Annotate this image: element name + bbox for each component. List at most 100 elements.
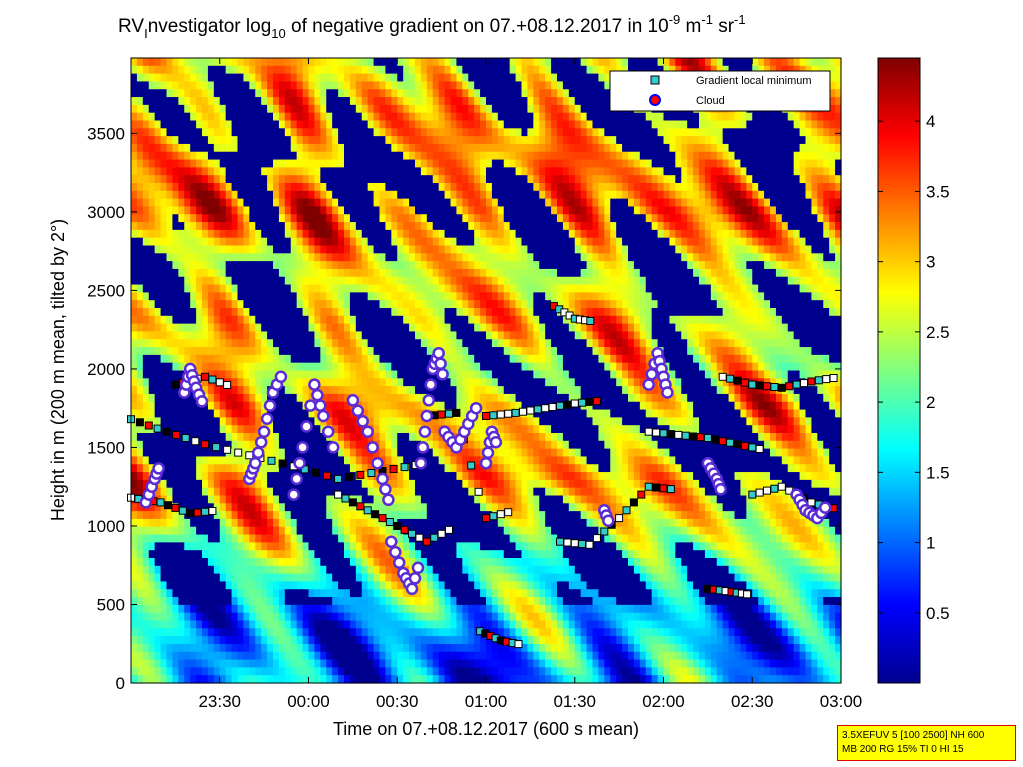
heatmap-cell	[787, 175, 795, 184]
heatmap-cell	[213, 339, 221, 348]
heatmap-cell	[716, 339, 724, 348]
heatmap-cell	[397, 354, 404, 364]
heatmap-cell	[444, 261, 452, 270]
heatmap-cell	[639, 198, 647, 208]
heatmap-cell	[580, 198, 588, 208]
heatmap-cell	[651, 237, 659, 247]
heatmap-cell	[592, 214, 600, 223]
heatmap-cell	[521, 268, 529, 278]
heatmap-cell	[805, 128, 813, 137]
heatmap-cell	[166, 175, 174, 184]
heatmap-cell	[314, 167, 321, 176]
heatmap-cell	[480, 97, 487, 106]
heatmap-cell	[444, 253, 452, 262]
heatmap-cell	[255, 190, 262, 200]
heatmap-cell	[355, 206, 363, 215]
heatmap-cell	[681, 143, 688, 153]
heatmap-cell	[610, 347, 617, 356]
heatmap-cell	[592, 120, 600, 129]
heatmap-cell	[503, 89, 511, 98]
heatmap-cell	[580, 245, 588, 254]
heatmap-cell	[527, 331, 534, 340]
heatmap-cell	[385, 339, 392, 348]
heatmap-cell	[633, 331, 641, 340]
heatmap-cell	[267, 136, 274, 145]
heatmap-cell	[764, 136, 771, 145]
heatmap-cell	[568, 378, 576, 387]
heatmap-cell	[142, 253, 150, 262]
heatmap-cell	[444, 308, 452, 317]
heatmap-cell	[261, 229, 268, 239]
heatmap-cell	[628, 284, 635, 293]
heatmap-cell	[420, 370, 428, 379]
heatmap-cell	[444, 104, 452, 114]
heatmap-cell	[237, 354, 245, 364]
heatmap-cell	[628, 112, 635, 122]
heatmap-cell	[491, 58, 499, 67]
heatmap-cell	[805, 65, 813, 75]
heatmap-cell	[154, 143, 162, 153]
heatmap-cell	[527, 300, 534, 309]
heatmap-cell	[148, 347, 156, 356]
heatmap-cell	[261, 65, 268, 75]
heatmap-cell	[486, 112, 493, 122]
heatmap-cell	[332, 378, 339, 387]
heatmap-cell	[296, 136, 304, 145]
heatmap-cell	[219, 175, 227, 184]
heatmap-cell	[764, 65, 771, 75]
heatmap-cell	[598, 167, 605, 176]
heatmap-cell	[415, 89, 422, 98]
heatmap-cell	[296, 276, 304, 286]
heatmap-cell	[391, 276, 398, 286]
heatmap-cell	[409, 339, 416, 348]
heatmap-cell	[710, 323, 718, 333]
heatmap-cell	[722, 276, 730, 286]
heatmap-cell	[172, 354, 179, 364]
heatmap-cell	[278, 253, 286, 262]
heatmap-cell	[628, 315, 635, 325]
heatmap-cell	[166, 331, 174, 340]
heatmap-cell	[835, 214, 842, 223]
heatmap-cell	[657, 151, 665, 161]
heatmap-cell	[799, 136, 807, 145]
heatmap-cell	[355, 370, 363, 379]
heatmap-cell	[178, 175, 185, 184]
heatmap-cell	[361, 128, 369, 137]
heatmap-cell	[367, 276, 375, 286]
heatmap-cell	[474, 159, 481, 168]
heatmap-cell	[278, 89, 286, 98]
heatmap-cell	[562, 89, 570, 98]
heatmap-cell	[539, 73, 546, 83]
heatmap-cell	[663, 284, 671, 293]
heatmap-cell	[651, 206, 659, 215]
heatmap-cell	[184, 159, 191, 168]
heatmap-cell	[758, 261, 765, 270]
heatmap-cell	[497, 268, 505, 278]
heatmap-cell	[426, 284, 434, 293]
heatmap-cell	[574, 362, 582, 372]
heatmap-cell	[551, 222, 558, 231]
heatmap-cell	[592, 276, 600, 286]
heatmap-cell	[172, 151, 179, 161]
heatmap-cell	[829, 284, 836, 293]
heatmap-cell	[551, 315, 558, 325]
heatmap-cell	[178, 89, 185, 98]
heatmap-cell	[349, 370, 357, 379]
heatmap-cell	[219, 284, 227, 293]
heatmap-cell	[284, 167, 292, 176]
heatmap-cell	[716, 323, 724, 333]
heatmap-cell	[693, 58, 700, 67]
heatmap-cell	[261, 136, 268, 145]
heatmap-cell	[355, 198, 363, 208]
heatmap-cell	[207, 300, 215, 309]
heatmap-cell	[639, 159, 647, 168]
heatmap-cell	[787, 237, 795, 247]
heatmap-cell	[255, 292, 262, 301]
heatmap-cell	[273, 300, 280, 309]
heatmap-cell	[497, 104, 505, 114]
heatmap-cell	[444, 354, 452, 364]
heatmap-cell	[415, 362, 422, 372]
heatmap-cell	[255, 89, 262, 98]
heatmap-cell	[633, 245, 641, 254]
heatmap-cell	[639, 190, 647, 200]
